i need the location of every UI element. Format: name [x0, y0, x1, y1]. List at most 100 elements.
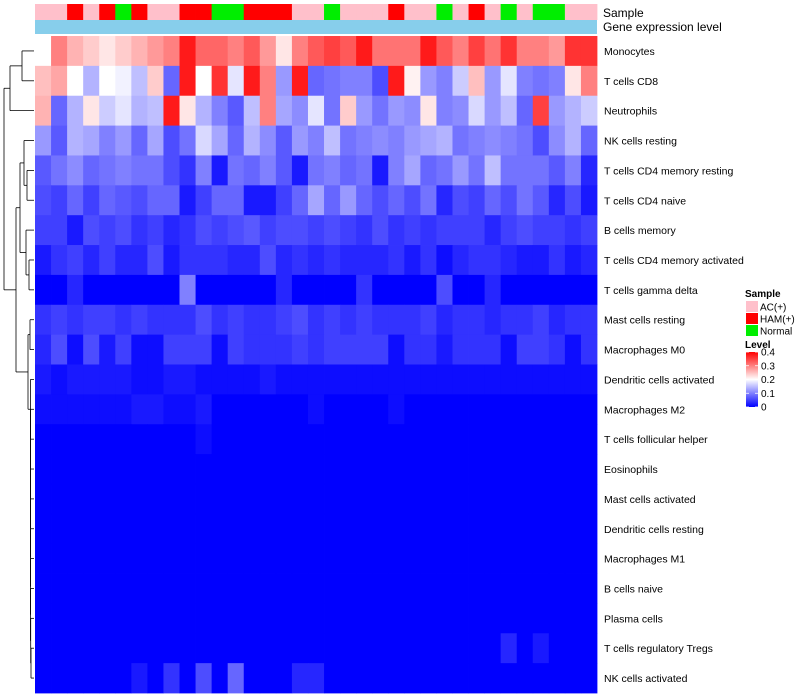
- heatmap-cell: [484, 245, 502, 276]
- heatmap-cell: [275, 245, 293, 276]
- heatmap-cell: [51, 394, 68, 425]
- heatmap-cell: [420, 663, 437, 694]
- heatmap-cell: [195, 155, 213, 186]
- heatmap-cell: [324, 245, 341, 276]
- heatmap-cell: [307, 155, 325, 186]
- sample-legend-title: Sample: [745, 289, 781, 300]
- heatmap-cell: [436, 663, 453, 694]
- heatmap-cell: [67, 334, 84, 365]
- heatmap-cell: [468, 424, 485, 455]
- heatmap-cell: [468, 215, 485, 246]
- heatmap-cell: [291, 603, 309, 634]
- heatmap-cell: [307, 274, 325, 306]
- heatmap-cell: [420, 36, 437, 67]
- heatmap-cell: [83, 125, 100, 156]
- heatmap-cell: [388, 245, 405, 276]
- heatmap-cell: [388, 155, 405, 186]
- heatmap-cell: [259, 573, 277, 604]
- heatmap-cell: [195, 274, 213, 306]
- level-legend-label: 0.4: [761, 348, 775, 359]
- heatmap-cell: [340, 364, 357, 395]
- heatmap-cell: [227, 334, 245, 365]
- heatmap-cell: [115, 424, 132, 455]
- heatmap-cell: [83, 513, 100, 545]
- heatmap-cell: [340, 633, 357, 664]
- heatmap-cell: [548, 215, 566, 246]
- heatmap-cell: [564, 603, 582, 634]
- sample-annotation-cell: [420, 4, 437, 20]
- row-label: Mast cells resting: [604, 315, 685, 327]
- heatmap-cell: [195, 513, 213, 545]
- heatmap-cell: [51, 603, 68, 634]
- heatmap-cell: [564, 573, 582, 604]
- heatmap-cell: [340, 36, 357, 67]
- heatmap-cell: [356, 483, 373, 515]
- heatmap-cell: [243, 663, 261, 694]
- heatmap-cell: [99, 215, 116, 246]
- heatmap-cell: [99, 633, 116, 664]
- heatmap-cell: [275, 573, 293, 604]
- row-label: Macrophages M1: [604, 554, 685, 566]
- heatmap-cell: [211, 483, 229, 515]
- heatmap-cell: [404, 663, 421, 694]
- heatmap-cell: [516, 573, 534, 604]
- heatmap-cell: [275, 125, 293, 156]
- level-legend-label: 0.2: [761, 375, 775, 386]
- heatmap-cell: [211, 364, 229, 395]
- heatmap-cell: [324, 304, 341, 336]
- heatmap-cell: [516, 95, 534, 126]
- heatmap-cell: [580, 633, 598, 664]
- heatmap-cell: [227, 454, 245, 485]
- heatmap-cell: [340, 483, 357, 515]
- heatmap-cell: [163, 603, 180, 634]
- heatmap-cell: [580, 95, 598, 126]
- heatmap-cell: [275, 215, 293, 246]
- heatmap-cell: [275, 633, 293, 664]
- heatmap-cell: [468, 274, 485, 306]
- heatmap-cell: [147, 633, 164, 664]
- heatmap-cell: [564, 125, 582, 156]
- heatmap-cell: [500, 155, 518, 186]
- heatmap-cell: [356, 245, 373, 276]
- heatmap-cell: [388, 513, 405, 545]
- heatmap-cell: [580, 185, 598, 216]
- heatmap-cell: [436, 454, 453, 485]
- heatmap-cell: [163, 65, 180, 97]
- heatmap-cell: [83, 155, 100, 186]
- heatmap-cell: [548, 334, 566, 365]
- heatmap-cell: [115, 663, 132, 694]
- heatmap-cell: [115, 633, 132, 664]
- heatmap-cell: [259, 155, 277, 186]
- heatmap-cell: [500, 334, 518, 365]
- heatmap-cell: [500, 454, 518, 485]
- heatmap-cell: [67, 304, 84, 336]
- heatmap-cell: [452, 274, 469, 306]
- heatmap-cell: [259, 185, 277, 216]
- heatmap-cell: [259, 394, 277, 425]
- heatmap-cell: [580, 245, 598, 276]
- heatmap-cell: [291, 663, 309, 694]
- heatmap-cell: [500, 364, 518, 395]
- heatmap-cell: [436, 274, 453, 306]
- heatmap-cell: [195, 215, 213, 246]
- heatmap-cell: [548, 513, 566, 545]
- sample-legend-swatch: [746, 313, 758, 324]
- heatmap-cell: [195, 394, 213, 425]
- heatmap-cell: [291, 245, 309, 276]
- heatmap-cell: [564, 65, 582, 97]
- heatmap-cell: [115, 215, 132, 246]
- heatmap-cell: [67, 364, 84, 395]
- heatmap-cell: [99, 394, 116, 425]
- heatmap-cell: [452, 125, 469, 156]
- heatmap-cell: [516, 424, 534, 455]
- sample-annotation-cell: [356, 4, 373, 20]
- heatmap-cell: [163, 36, 180, 67]
- heatmap-cell: [51, 454, 68, 485]
- heatmap-cell: [484, 274, 502, 306]
- heatmap-cell: [420, 65, 437, 97]
- heatmap-cell: [436, 65, 453, 97]
- heatmap-cell: [324, 483, 341, 515]
- heatmap-cell: [67, 36, 84, 67]
- heatmap-cell: [195, 454, 213, 485]
- heatmap-cell: [67, 125, 84, 156]
